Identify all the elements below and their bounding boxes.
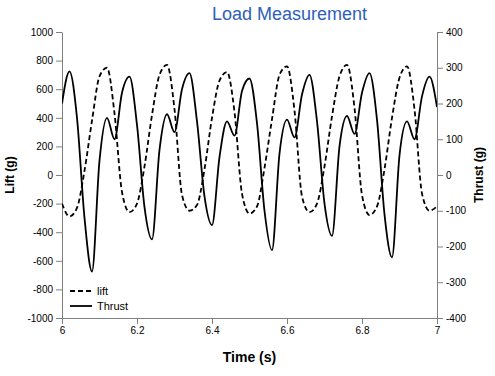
tick-label: -200 xyxy=(33,198,53,209)
tick: 400 xyxy=(437,27,463,38)
title: Load Measurement xyxy=(212,4,367,24)
chart: 66.26.46.66.87-1000-800-600-400-20002004… xyxy=(0,0,495,376)
tick-mark xyxy=(437,282,443,283)
tick-label: -400 xyxy=(33,227,53,238)
tick-mark xyxy=(137,318,138,324)
tick-label: -400 xyxy=(446,313,466,324)
tick-label: 7 xyxy=(435,325,441,336)
plot: 66.26.46.66.87-1000-800-600-400-20002004… xyxy=(27,27,466,336)
tick-mark xyxy=(56,318,62,319)
legend-label: Thrust xyxy=(97,300,128,312)
tick-mark xyxy=(437,211,443,212)
tick-label: -600 xyxy=(33,256,53,267)
legend-swatch xyxy=(70,305,92,307)
tick-mark xyxy=(56,89,62,90)
tick-label: 800 xyxy=(36,55,53,66)
tick: 200 xyxy=(437,98,463,109)
tick: -400 xyxy=(437,313,466,324)
tick-label: -300 xyxy=(446,277,466,288)
tick: -1000 xyxy=(27,313,62,324)
tick-label: -800 xyxy=(33,284,53,295)
tick-mark xyxy=(437,32,443,33)
tick: 1000 xyxy=(31,27,62,38)
tick: 6 xyxy=(60,318,66,336)
tick-label: 200 xyxy=(446,98,463,109)
x-axis: 6 6.2 6.4 6.6 6.8 7 xyxy=(60,318,441,336)
tick: 100 xyxy=(437,134,463,145)
tick-label: 200 xyxy=(36,141,53,152)
tick: 800 xyxy=(36,55,62,66)
tick-label: 100 xyxy=(446,134,463,145)
tick-label: 6.8 xyxy=(356,325,370,336)
tick-mark xyxy=(437,318,443,319)
tick: 7 xyxy=(435,318,441,336)
tick-mark xyxy=(56,175,62,176)
tick-mark xyxy=(287,318,288,324)
legend-item: lift xyxy=(70,285,108,297)
y2-axis: -400 -300 -200 -100 0 100 200 300 400 xyxy=(437,27,466,324)
tick-mark xyxy=(362,318,363,324)
tick: -100 xyxy=(437,205,466,216)
tick-mark xyxy=(56,204,62,205)
tick-mark xyxy=(56,146,62,147)
tick: 6.8 xyxy=(356,318,370,336)
tick-label: 6.6 xyxy=(281,325,295,336)
legend-swatch xyxy=(70,290,92,292)
tick-label: -200 xyxy=(446,241,466,252)
tick: 6.2 xyxy=(131,318,145,336)
x-axis-line xyxy=(63,318,438,319)
tick: -800 xyxy=(33,284,62,295)
tick-label: -1000 xyxy=(27,313,53,324)
y2-axis-title: Thrust (g) xyxy=(472,147,486,203)
tick: 0 xyxy=(47,170,62,181)
tick-mark xyxy=(56,118,62,119)
tick-label: 6.2 xyxy=(131,325,145,336)
tick: -400 xyxy=(33,227,62,238)
tick-label: 300 xyxy=(446,62,463,73)
tick-label: 1000 xyxy=(31,27,54,38)
tick: -200 xyxy=(33,198,62,209)
tick-mark xyxy=(437,104,443,105)
legend: lift Thrust xyxy=(70,285,128,312)
tick: 0 xyxy=(437,170,452,181)
y-axis: -1000 -800 -600 -400 -200 0 200 400 600 800 1000 xyxy=(27,27,62,324)
legend-label: lift xyxy=(97,285,108,297)
tick-mark xyxy=(437,68,443,69)
legend-item: Thrust xyxy=(70,300,128,312)
lines xyxy=(62,65,437,272)
tick-mark xyxy=(56,32,62,33)
tick-label: 6 xyxy=(60,325,66,336)
tick: -300 xyxy=(437,277,466,288)
tick-mark xyxy=(56,61,62,62)
tick-mark xyxy=(437,139,443,140)
tick: -600 xyxy=(33,256,62,267)
series-line xyxy=(62,65,437,217)
y-axis-title: Lift (g) xyxy=(3,156,17,193)
tick-mark xyxy=(437,247,443,248)
tick-mark xyxy=(212,318,213,324)
tick-mark xyxy=(62,318,63,324)
tick: 200 xyxy=(36,141,62,152)
y-axis-line xyxy=(62,33,63,319)
tick: 600 xyxy=(36,84,62,95)
tick-mark xyxy=(56,289,62,290)
tick-label: 0 xyxy=(446,170,452,181)
tick-label: 600 xyxy=(36,84,53,95)
tick: -200 xyxy=(437,241,466,252)
tick-label: 400 xyxy=(36,113,53,124)
tick: 6.4 xyxy=(206,318,220,336)
series-line xyxy=(62,71,437,271)
tick-mark xyxy=(56,232,62,233)
tick-mark xyxy=(437,175,443,176)
x-axis-title: Time (s) xyxy=(223,349,276,365)
tick: 400 xyxy=(36,113,62,124)
tick: 300 xyxy=(437,62,463,73)
tick-label: 0 xyxy=(47,170,53,181)
tick: 6.6 xyxy=(281,318,295,336)
tick-label: 400 xyxy=(446,27,463,38)
tick-label: 6.4 xyxy=(206,325,220,336)
tick-label: -100 xyxy=(446,205,466,216)
tick-mark xyxy=(56,261,62,262)
